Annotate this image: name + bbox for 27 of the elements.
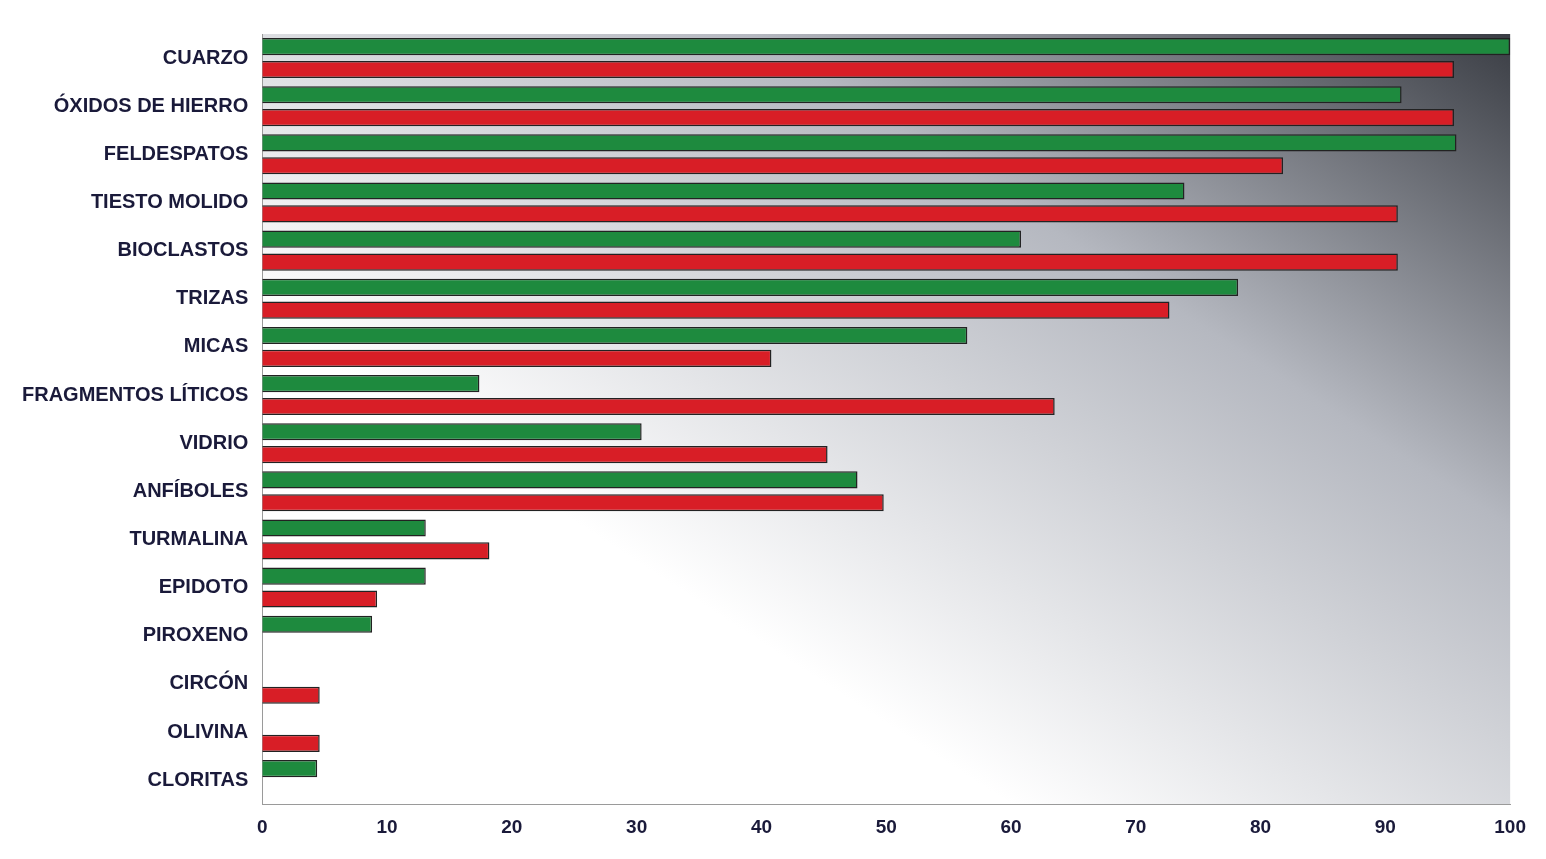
- y-tick-label: ANFÍBOLES: [132, 478, 249, 501]
- y-tick-label: PIROXENO: [142, 623, 249, 646]
- x-tick-label: 60: [1000, 815, 1022, 837]
- x-tick-label: 50: [875, 815, 897, 837]
- y-tick-label: VIDRIO: [179, 430, 249, 453]
- y-tick-label: FRAGMENTOS LÍTICOS: [21, 382, 249, 405]
- y-tick-label: CLORITAS: [147, 767, 249, 790]
- x-tick-label: 70: [1125, 815, 1147, 837]
- y-tick-label: CUARZO: [162, 45, 249, 68]
- y-tick-label: TIESTO MOLIDO: [90, 190, 249, 212]
- x-tick-label: 30: [626, 815, 648, 837]
- x-tick-label: 40: [750, 815, 773, 837]
- y-tick-label: TURMALINA: [129, 526, 249, 549]
- y-tick-label: CIRCÓN: [169, 670, 249, 694]
- y-tick-label: TRIZAS: [176, 286, 249, 309]
- x-tick-label: 80: [1250, 815, 1272, 837]
- y-tick-label: FELDESPATOS: [103, 141, 249, 164]
- y-tick-label: ÓXIDOS DE HIERRO: [53, 92, 249, 116]
- y-tick-label: BIOCLASTOS: [117, 238, 249, 261]
- x-tick-label: 100: [1494, 815, 1526, 837]
- x-tick-label: 90: [1374, 815, 1396, 837]
- y-tick-label: EPIDOTO: [158, 575, 249, 598]
- x-tick-label: 10: [376, 815, 398, 837]
- x-tick-label: 0: [257, 815, 268, 837]
- x-tick-label: 20: [501, 815, 523, 837]
- y-tick-label: OLIVINA: [167, 719, 249, 742]
- y-tick-label: MICAS: [183, 334, 249, 357]
